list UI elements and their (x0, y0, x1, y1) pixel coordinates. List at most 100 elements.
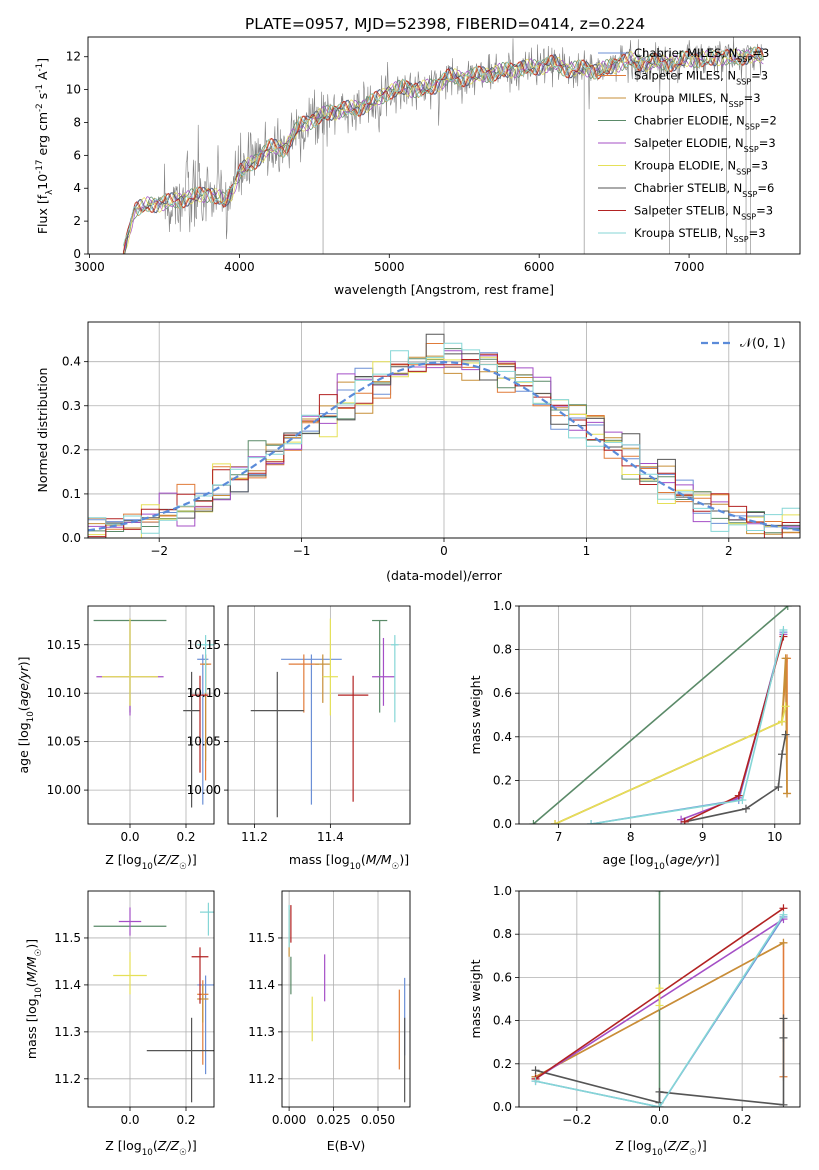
y-tick-label: 1.0 (493, 884, 512, 898)
legend-entry: Kroupa ELODIE, NSSP=3 (634, 159, 768, 177)
errorbar-point (197, 635, 214, 694)
x-tick-label: 0.2 (176, 1113, 195, 1127)
x-axis-label: Z [log10(Z/Z☉)] (105, 1138, 196, 1158)
weight-lines (531, 891, 788, 1107)
y-tick-label: 10.05 (47, 735, 81, 749)
x-tick-label: 4000 (224, 260, 255, 274)
weight-series-7 (535, 907, 784, 1080)
y-axis-label: age [log10(age/yr)] (16, 656, 36, 773)
x-tick-label: 0.0 (650, 1113, 669, 1127)
errorbar-point (315, 654, 331, 703)
weight-series-1 (554, 658, 788, 824)
y-tick-label: 10 (66, 83, 81, 97)
y-tick-label: 11.5 (54, 931, 81, 945)
y-tick-label: 11.2 (248, 1072, 275, 1086)
x-axis-label: mass [log10(M/M☉)] (289, 852, 409, 872)
errorbars (93, 902, 214, 1103)
y-axis-label: mass weight (468, 675, 483, 754)
axes-frame (87, 321, 801, 539)
y-tick-label: 8 (73, 115, 81, 129)
errorbar-point (118, 907, 142, 936)
normal-reference-curve (88, 360, 800, 532)
axes-frame (281, 890, 411, 1108)
model-spectrum-7 (122, 46, 764, 254)
legend-entry: 𝒩(0, 1) (740, 335, 786, 350)
y-tick-label: 11.3 (54, 1025, 81, 1039)
residual-histogram-panel: −2 −1 0 1 2 0.0 0.1 0.2 0.3 0.4 𝒩(0, 1) (data-model… (35, 321, 801, 583)
legend-entry: Chabrier ELODIE, NSSP=2 (634, 114, 777, 132)
age-vs-metallicity-panel: 0.0 0.2 10.00 10.05 10.10 10.15 Z [log10(Z/Z☉)… (16, 605, 215, 872)
errorbar-point (372, 619, 388, 713)
y-tick-label: 0.6 (493, 686, 512, 700)
weight-vs-age-panel: 7 8 9 10 0.0 0.2 0.4 0.6 0.8 1.0 age [log10(age/yr… (468, 599, 801, 872)
errorbar-point (146, 1017, 214, 1103)
errorbar-point (197, 984, 209, 1023)
y-tick-label: 0.4 (493, 730, 512, 744)
x-tick-label: −0.2 (562, 1113, 591, 1127)
x-axis-label: wavelength [Angstrom, rest frame] (334, 282, 554, 297)
histogram-series-6 (88, 333, 800, 538)
x-tick-label: 8 (627, 830, 635, 844)
errorbars (288, 905, 406, 1103)
x-axis-label: age [log10(age/yr)] (602, 852, 719, 872)
y-tick-label: 0.2 (493, 773, 512, 787)
y-axis-label: Flux [fλ10-17 erg cm-2 s-1 A-1] (35, 58, 55, 234)
y-tick-label: 11.5 (248, 931, 275, 945)
weight-series-8 (535, 914, 785, 1107)
errorbars (250, 618, 399, 818)
y-tick-label: 10.10 (47, 686, 81, 700)
y-tick-label: 0.4 (62, 355, 81, 369)
x-tick-label: −1 (293, 544, 311, 558)
y-tick-label: 0.4 (493, 1014, 512, 1028)
x-tick-label: 0.000 (272, 1113, 306, 1127)
legend-entry: Salpeter ELODIE, NSSP=3 (634, 136, 776, 154)
axes-frame (87, 605, 215, 825)
x-axis-label: (data-model)/error (386, 568, 503, 583)
axes-frame (87, 890, 215, 1108)
histogram-series-7 (88, 353, 800, 538)
weight-vs-metallicity-panel: −0.2 0.0 0.2 0.0 0.2 0.4 0.6 0.8 1.0 Z [log10(Z/Z… (468, 884, 801, 1158)
y-tick-label: 4 (73, 181, 81, 195)
y-tick-label: 0.8 (493, 643, 512, 657)
figure-title: PLATE=0957, MJD=52398, FIBERID=0414, z=0… (245, 15, 645, 33)
x-tick-label: 7000 (674, 260, 705, 274)
errorbar-point (197, 654, 209, 805)
y-tick-label: 0.0 (493, 817, 512, 831)
errorbar-point (322, 618, 338, 716)
legend-entry: Chabrier STELIB, NSSP=6 (634, 181, 774, 199)
y-tick-label: 2 (73, 214, 81, 228)
legend-entry: Kroupa STELIB, NSSP=3 (634, 226, 766, 244)
histogram-series-8 (88, 342, 800, 538)
y-tick-label: 10.15 (187, 638, 221, 652)
x-axis-label: Z [log10(Z/Z☉)] (615, 1138, 706, 1158)
errorbar-point (200, 902, 214, 936)
weight-series-6 (684, 734, 787, 823)
errorbars (93, 618, 214, 808)
y-tick-label: 12 (66, 50, 81, 64)
y-tick-label: 0.2 (62, 443, 81, 457)
x-tick-label: 0.2 (176, 830, 195, 844)
y-tick-label: 1.0 (493, 599, 512, 613)
errorbar-point (372, 637, 395, 706)
y-tick-label: 10.00 (47, 783, 81, 797)
legend-entry: Chabrier MILES, NSSP=3 (634, 46, 769, 64)
errorbar-point (288, 654, 319, 713)
legend-entry: Salpeter MILES, NSSP=3 (634, 69, 768, 87)
y-tick-label: 0.6 (493, 970, 512, 984)
errorbar-point (250, 671, 304, 818)
model-spectrum-6 (123, 48, 764, 254)
y-tick-label: 0.0 (62, 531, 81, 545)
y-tick-label: 0.2 (493, 1057, 512, 1071)
y-tick-label: 0.3 (62, 399, 81, 413)
weight-lines (529, 606, 792, 824)
spectrum-legend: Chabrier MILES, NSSP=3 Salpeter MILES, NS… (598, 46, 777, 244)
x-tick-label: 5000 (374, 260, 405, 274)
weight-series-2 (554, 658, 788, 824)
age-vs-mass-panel: 11.2 11.4 10.00 10.05 10.10 10.15 mass [log10(… (187, 605, 411, 872)
errorbar-point (102, 618, 158, 706)
x-tick-label: 0.0 (120, 1113, 139, 1127)
mass-vs-extinction-panel: 0.000 0.025 0.050 11.2 11.3 11.4 11.5 E(B-V) (248, 890, 411, 1153)
x-tick-label: 7 (555, 830, 563, 844)
y-tick-label: 0 (73, 247, 81, 261)
